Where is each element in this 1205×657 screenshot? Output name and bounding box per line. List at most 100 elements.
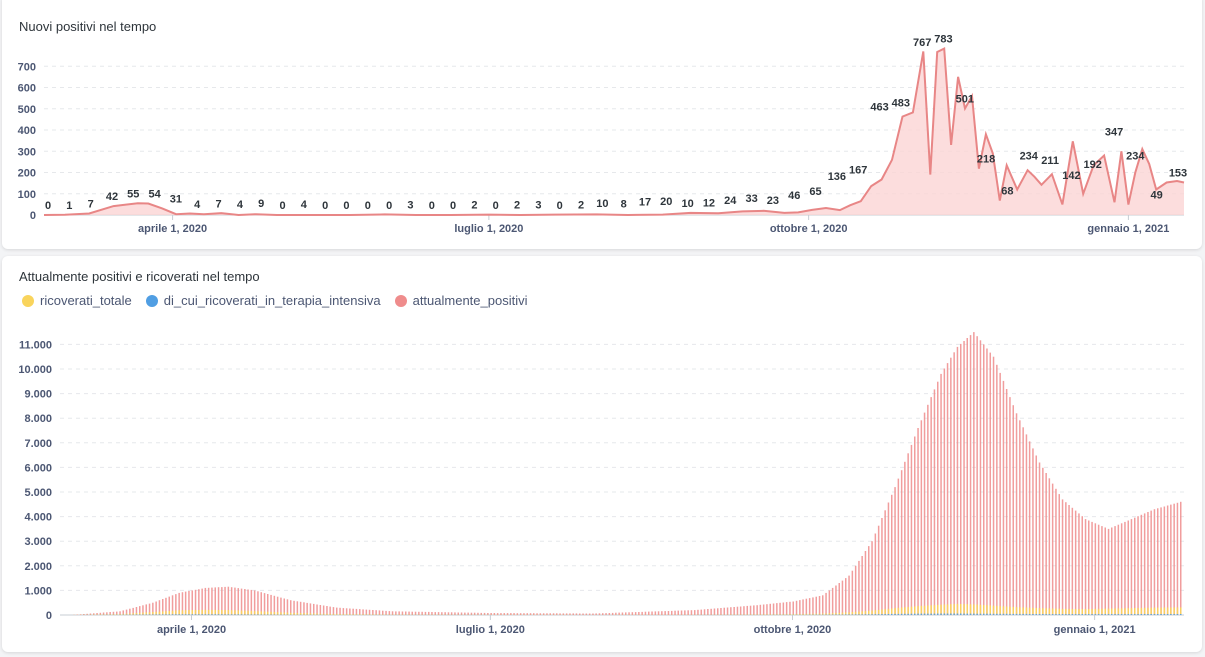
bar-attualmente-positivi: [1144, 513, 1146, 615]
bar-terapia-intensiva: [934, 614, 936, 615]
bar-attualmente-positivi: [901, 470, 903, 615]
bar-attualmente-positivi: [392, 611, 394, 615]
bar-attualmente-positivi: [628, 612, 630, 615]
bar-ricoverati-totale: [356, 614, 358, 615]
bar-attualmente-positivi: [595, 613, 597, 615]
bar-attualmente-positivi: [504, 613, 506, 615]
bar-attualmente-positivi: [996, 365, 998, 615]
bar-attualmente-positivi: [829, 590, 831, 615]
bar-attualmente-positivi: [714, 609, 716, 616]
bar-attualmente-positivi: [1013, 405, 1015, 615]
bar-attualmente-positivi: [855, 566, 857, 615]
bar-terapia-intensiva: [970, 614, 972, 615]
bar-terapia-intensiva: [185, 614, 187, 615]
bar-ricoverati-totale: [973, 604, 975, 615]
bar-terapia-intensiva: [1144, 614, 1146, 615]
bar-ricoverati-totale: [192, 610, 194, 615]
bar-attualmente-positivi: [865, 551, 867, 615]
bar-terapia-intensiva: [1075, 614, 1077, 615]
bar-ricoverati-totale: [1055, 609, 1057, 615]
bar-attualmente-positivi: [579, 614, 581, 616]
bar-ricoverati-totale: [257, 611, 259, 615]
bar-ricoverati-totale: [1160, 608, 1162, 615]
bar-terapia-intensiva: [1160, 614, 1162, 615]
bar-attualmente-positivi: [1114, 526, 1116, 615]
bar-attualmente-positivi: [973, 332, 975, 615]
current-positives-chart: 01.0002.0003.0004.0005.0006.0007.0008.00…: [2, 256, 1202, 652]
bar-attualmente-positivi: [481, 613, 483, 615]
bar-attualmente-positivi: [953, 352, 955, 615]
bar-terapia-intensiva: [845, 615, 847, 616]
data-label: 2: [514, 200, 520, 212]
y-tick-label: 0: [30, 210, 36, 222]
bar-ricoverati-totale: [359, 614, 361, 615]
bar-ricoverati-totale: [934, 605, 936, 615]
bar-terapia-intensiva: [996, 614, 998, 615]
legend-item-attualmente-positivi[interactable]: attualmente_positivi: [395, 293, 528, 308]
bar-ricoverati-totale: [178, 610, 180, 615]
bar-attualmente-positivi: [1091, 522, 1093, 615]
bar-attualmente-positivi: [1052, 484, 1054, 615]
bar-attualmente-positivi: [674, 611, 676, 615]
bar-attualmente-positivi: [681, 611, 683, 616]
legend-item-terapia-intensiva[interactable]: di_cui_ricoverati_in_terapia_intensiva: [146, 293, 381, 308]
data-label: 7: [88, 199, 94, 211]
data-label: 0: [493, 200, 499, 212]
bar-ricoverati-totale: [963, 604, 965, 615]
bar-terapia-intensiva: [983, 614, 985, 615]
bar-terapia-intensiva: [1124, 614, 1126, 615]
bar-terapia-intensiva: [1105, 614, 1107, 615]
bar-attualmente-positivi: [848, 576, 850, 615]
bar-terapia-intensiva: [215, 614, 217, 615]
bar-ricoverati-totale: [352, 614, 354, 615]
bar-attualmente-positivi: [1072, 508, 1074, 615]
data-label: 42: [106, 191, 118, 203]
bar-terapia-intensiva: [1157, 614, 1159, 615]
bar-attualmente-positivi: [622, 613, 624, 616]
bar-ricoverati-totale: [231, 610, 233, 615]
data-label: 0: [322, 200, 328, 212]
bar-attualmente-positivi: [806, 599, 808, 615]
bar-attualmente-positivi: [556, 613, 558, 615]
bar-terapia-intensiva: [1134, 614, 1136, 615]
bar-attualmente-positivi: [1157, 508, 1159, 615]
bar-terapia-intensiva: [980, 614, 982, 615]
bar-ricoverati-totale: [1105, 609, 1107, 615]
bar-ricoverati-totale: [1154, 608, 1156, 615]
bar-attualmente-positivi: [375, 610, 377, 615]
bar-ricoverati-totale: [339, 614, 341, 615]
bar-ricoverati-totale: [1068, 609, 1070, 615]
bar-ricoverati-totale: [326, 614, 328, 615]
y-tick-label: 3.000: [24, 536, 52, 548]
bar-ricoverati-totale: [293, 613, 295, 615]
bar-attualmente-positivi: [303, 602, 305, 615]
bar-attualmente-positivi: [1016, 413, 1018, 615]
chart-title[interactable]: Nuovi positivi nel tempo: [19, 19, 156, 34]
legend-item-ricoverati[interactable]: ricoverati_totale: [22, 293, 132, 308]
bar-terapia-intensiva: [1062, 614, 1064, 615]
y-tick-label: 8.000: [24, 413, 52, 425]
bar-terapia-intensiva: [1128, 614, 1130, 615]
bar-attualmente-positivi: [858, 561, 860, 615]
bar-terapia-intensiva: [231, 614, 233, 615]
bar-ricoverati-totale: [1088, 609, 1090, 615]
data-label: 33: [745, 193, 757, 205]
data-label: 167: [849, 165, 867, 177]
bar-attualmente-positivi: [599, 613, 601, 615]
bar-ricoverati-totale: [306, 613, 308, 615]
bar-ricoverati-totale: [261, 611, 263, 615]
data-label: 8: [621, 198, 627, 210]
bar-attualmente-positivi: [366, 610, 368, 615]
bar-attualmente-positivi: [832, 588, 834, 615]
bar-terapia-intensiva: [891, 614, 893, 615]
bar-ricoverati-totale: [944, 605, 946, 616]
bar-attualmente-positivi: [750, 606, 752, 615]
bar-terapia-intensiva: [924, 614, 926, 615]
bar-attualmente-positivi: [1170, 505, 1172, 615]
bar-terapia-intensiva: [1141, 614, 1143, 615]
bar-attualmente-positivi: [1022, 427, 1024, 615]
chart-title[interactable]: Attualmente positivi e ricoverati nel te…: [19, 269, 260, 284]
data-label: 234: [1020, 150, 1039, 162]
bar-attualmente-positivi: [825, 593, 827, 615]
bar-ricoverati-totale: [1042, 608, 1044, 615]
